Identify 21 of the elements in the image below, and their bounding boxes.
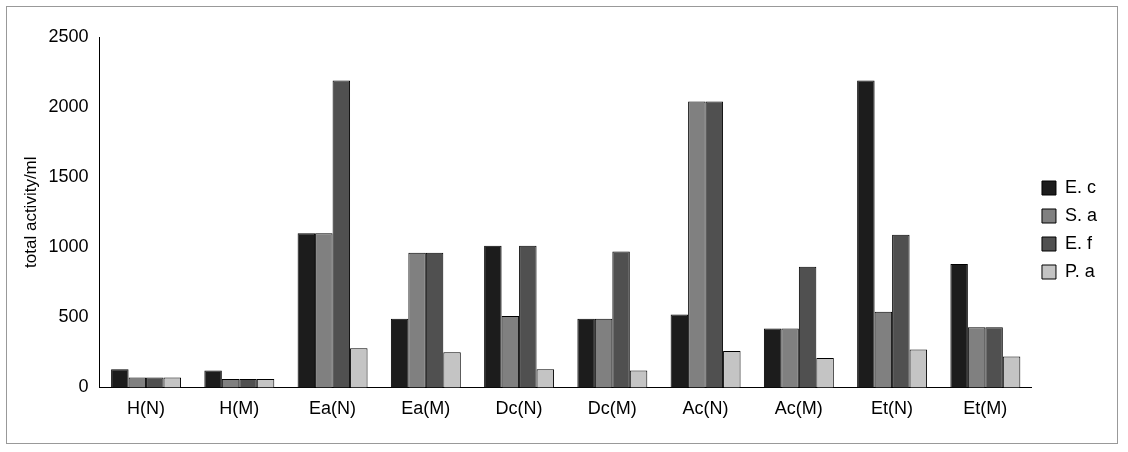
legend-label: P. a	[1064, 260, 1096, 281]
x-tick-label: Ea(N)	[309, 398, 357, 419]
y-tick-label: 2000	[48, 96, 89, 117]
legend-label: S. a	[1064, 204, 1098, 225]
y-tick-label: 1500	[48, 166, 89, 187]
y-tick-label: 500	[58, 306, 89, 327]
x-tick-label: H(M)	[219, 398, 260, 419]
y-tick-label: 1000	[48, 236, 89, 257]
x-tick-label: Dc(M)	[587, 398, 637, 419]
y-tick-label: 2500	[48, 25, 89, 46]
x-tick-label: H(N)	[127, 398, 166, 419]
legend-label: E. f	[1064, 232, 1093, 253]
x-tick-label: Ac(N)	[682, 398, 729, 419]
x-tick-label: Et(N)	[871, 398, 914, 419]
legend-label: E. c	[1064, 176, 1096, 197]
x-tick-label: Dc(N)	[495, 398, 543, 419]
x-tick-label: Ea(M)	[401, 398, 451, 419]
x-tick-label: Ac(M)	[774, 398, 823, 419]
y-tick-label: 0	[78, 376, 89, 397]
y-axis-title: total activity/ml	[20, 156, 40, 268]
x-tick-label: Et(M)	[963, 398, 1008, 419]
